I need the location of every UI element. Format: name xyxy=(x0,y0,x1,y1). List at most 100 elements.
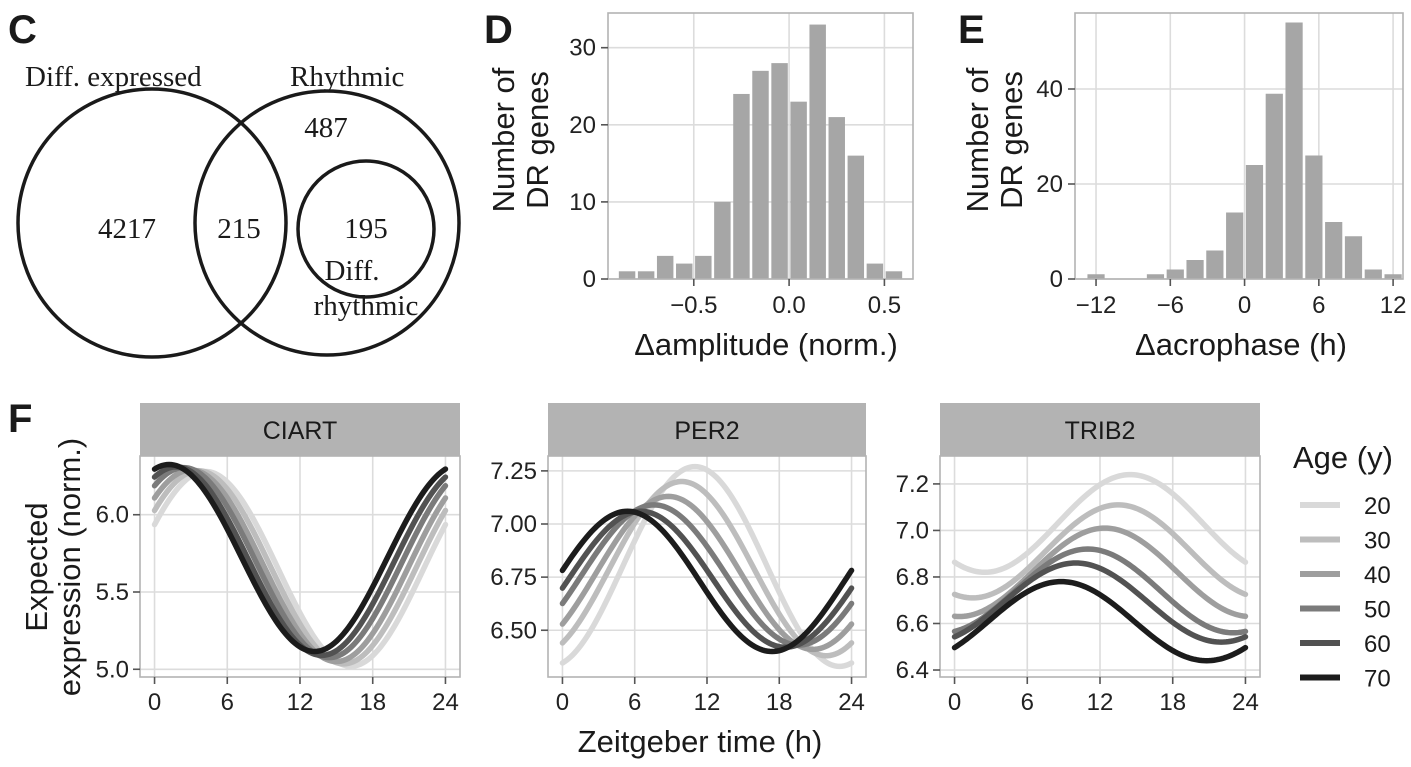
venn-set-label-rhythmic: Rhythmic xyxy=(290,61,404,93)
facet-strip xyxy=(548,403,866,456)
curve-age-20 xyxy=(951,471,1249,576)
legend-label-age-70: 70 xyxy=(1364,666,1391,693)
facet-y-tick-label: 7.00 xyxy=(490,511,537,538)
e-y-tick-label: 20 xyxy=(1036,171,1063,198)
e-ylabel-line2: DR genes xyxy=(994,71,1029,209)
e-bar xyxy=(1166,269,1184,279)
curve-age-70 xyxy=(151,461,449,655)
facet-y-tick-label: 6.50 xyxy=(490,617,537,644)
venn-inner-label-line2: rhythmic xyxy=(314,290,419,322)
facet-x-tick-label: 18 xyxy=(1159,689,1186,716)
e-bar xyxy=(1364,269,1382,279)
facet-ciart: CIART 5.0 5.5 6.0 0 6 12 18 24 xyxy=(96,403,461,716)
facet-x-tick-label: 12 xyxy=(1087,689,1114,716)
venn-count-overlap: 215 xyxy=(217,213,261,245)
e-ylabel-line1: Number of xyxy=(960,67,995,212)
e-x-tick-label: 0 xyxy=(1238,292,1251,319)
facet-x-tick-label: 24 xyxy=(838,689,865,716)
facet-x-tick-label: 0 xyxy=(148,689,161,716)
venn-circle-diff-expressed xyxy=(16,87,288,359)
facet-x-tick-label: 18 xyxy=(359,689,386,716)
d-ylabel-line1: Number of xyxy=(486,67,521,212)
d-bar xyxy=(637,271,655,279)
d-bar xyxy=(676,263,693,279)
panel-label-e: E xyxy=(958,8,985,52)
e-bar xyxy=(1186,260,1204,279)
e-y-tick-label: 40 xyxy=(1036,76,1063,103)
panel-c: C Diff. expressed Rhythmic 4217 215 487 … xyxy=(8,8,461,359)
legend-label-age-50: 50 xyxy=(1364,597,1391,624)
f-xlabel: Zeitgeber time (h) xyxy=(578,724,823,759)
facet-x-tick-label: 0 xyxy=(948,689,961,716)
d-y-tick-label: 20 xyxy=(569,112,596,139)
d-x-ticks: −0.5 0.0 0.5 xyxy=(670,279,901,319)
e-plot-frame xyxy=(1074,12,1404,280)
venn-count-rhythmic-only: 487 xyxy=(304,112,348,144)
e-bar xyxy=(1087,274,1105,279)
d-bar xyxy=(714,201,731,279)
curve-age-70 xyxy=(951,578,1249,664)
legend-label-age-20: 20 xyxy=(1364,493,1391,520)
facet-y-tick-label: 7.2 xyxy=(896,471,929,498)
venn-inner-label-line1: Diff. xyxy=(324,255,379,287)
d-bar xyxy=(771,63,788,280)
facet-strip-label: PER2 xyxy=(674,417,739,445)
facet-y-tick-label: 5.0 xyxy=(96,656,129,683)
legend-label-age-60: 60 xyxy=(1364,631,1391,658)
e-bar xyxy=(1245,165,1264,279)
e-bar xyxy=(1305,155,1323,279)
facet-y-tick-label: 6.0 xyxy=(96,502,129,529)
facet-x-tick-label: 6 xyxy=(1021,689,1034,716)
panel-f-line-chart: F Expected expression (norm.) CIART 5.0 5.… xyxy=(8,397,1393,759)
e-x-tick-label: 6 xyxy=(1312,292,1325,319)
d-y-tick-label: 30 xyxy=(569,35,596,62)
e-x-tick-label: −12 xyxy=(1076,292,1117,319)
d-bar xyxy=(752,70,769,280)
venn-circle-rhythmic xyxy=(193,89,461,357)
f-legend-title: Age (y) xyxy=(1293,440,1393,475)
panel-label-d: D xyxy=(484,8,513,52)
facet-y-tick-label: 6.8 xyxy=(896,564,929,591)
legend-label-age-40: 40 xyxy=(1364,562,1391,589)
e-x-tick-label: 12 xyxy=(1380,292,1407,319)
d-plot-frame xyxy=(607,12,914,280)
panel-label-c: C xyxy=(8,8,37,52)
f-ylabel-line1: Expected xyxy=(19,502,54,631)
venn-count-diff-rhythmic: 195 xyxy=(344,213,388,245)
e-y-ticks: 0 20 40 xyxy=(1036,76,1075,293)
e-x-ticks: −12 −6 0 6 12 xyxy=(1076,279,1407,319)
curve-age-60 xyxy=(559,508,855,650)
facet-x-tick-label: 12 xyxy=(694,689,721,716)
d-x-tick-label: −0.5 xyxy=(670,292,717,319)
e-bar xyxy=(1325,222,1343,279)
d-bar xyxy=(790,101,807,280)
d-bar xyxy=(733,93,750,280)
facet-y-tick-label: 7.0 xyxy=(896,517,929,544)
d-bar xyxy=(885,271,903,279)
e-bars xyxy=(1087,22,1402,279)
d-bar xyxy=(656,255,674,279)
facet-strip-label: TRIB2 xyxy=(1065,417,1136,445)
facet-x-tick-label: 0 xyxy=(556,689,569,716)
d-bar xyxy=(809,24,826,280)
facet-strip xyxy=(140,403,460,456)
facet-x-tick-label: 6 xyxy=(628,689,641,716)
legend-label-age-30: 30 xyxy=(1364,528,1391,555)
e-bar xyxy=(1285,22,1303,279)
facet-y-tick-label: 5.5 xyxy=(96,579,129,606)
d-xlabel: Δamplitude (norm.) xyxy=(634,327,898,362)
d-bar xyxy=(695,255,712,279)
e-bar xyxy=(1226,212,1244,279)
venn-circle-diff-rhythmic xyxy=(296,159,436,299)
facet-per2: PER2 6.50 6.75 7.00 7.25 0 6 12 18 24 xyxy=(490,403,867,716)
facet-y-tick-label: 6.4 xyxy=(896,657,929,684)
panel-label-f: F xyxy=(8,397,32,441)
panel-e-histogram: E Number of DR genes 0 20 40 −12 −6 0 6 12 Δac… xyxy=(958,8,1406,362)
facet-trib2: TRIB2 6.4 6.6 6.8 7.0 7.2 0 6 12 18 24 xyxy=(896,403,1261,716)
e-bar xyxy=(1384,274,1402,279)
d-bar xyxy=(866,263,884,279)
d-bars xyxy=(618,24,903,280)
